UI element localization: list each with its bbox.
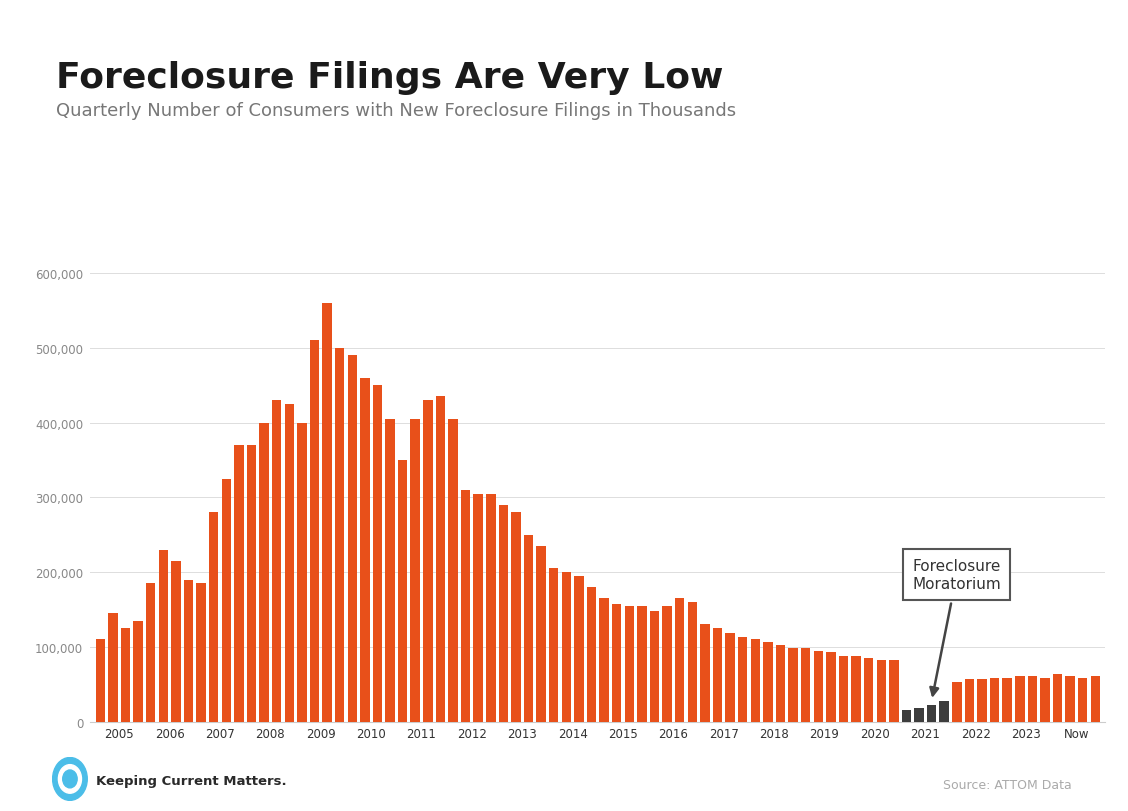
Circle shape bbox=[53, 757, 87, 800]
Bar bbox=[587, 587, 597, 722]
Bar bbox=[864, 659, 873, 722]
Bar bbox=[486, 494, 495, 722]
Bar bbox=[915, 708, 924, 722]
Bar bbox=[386, 419, 395, 722]
Bar bbox=[1040, 678, 1050, 722]
Bar bbox=[284, 405, 294, 722]
Bar bbox=[347, 356, 356, 722]
Bar bbox=[637, 606, 646, 722]
Bar bbox=[1003, 678, 1012, 722]
Bar bbox=[725, 633, 734, 722]
Bar bbox=[613, 604, 622, 722]
Bar bbox=[1091, 676, 1100, 722]
Text: Foreclosure Filings Are Very Low: Foreclosure Filings Are Very Low bbox=[56, 61, 724, 95]
Bar bbox=[990, 678, 999, 722]
Bar bbox=[184, 580, 193, 722]
Bar bbox=[952, 682, 961, 722]
Bar bbox=[235, 445, 244, 722]
Bar bbox=[764, 642, 773, 722]
Text: Keeping Current Matters.: Keeping Current Matters. bbox=[96, 774, 287, 787]
Bar bbox=[650, 611, 659, 722]
Bar bbox=[372, 386, 382, 722]
Bar bbox=[876, 660, 885, 722]
Bar bbox=[398, 461, 407, 722]
Bar bbox=[96, 640, 105, 722]
Bar bbox=[435, 397, 446, 722]
Circle shape bbox=[59, 765, 81, 793]
Bar bbox=[1028, 676, 1037, 722]
Bar bbox=[977, 680, 987, 722]
Circle shape bbox=[63, 770, 77, 788]
Bar bbox=[1052, 674, 1063, 722]
Bar bbox=[750, 640, 760, 722]
Bar bbox=[549, 569, 558, 722]
Bar bbox=[562, 573, 571, 722]
Bar bbox=[461, 491, 470, 722]
Bar bbox=[1015, 676, 1024, 722]
Bar bbox=[574, 576, 583, 722]
Bar bbox=[360, 379, 370, 722]
Bar bbox=[221, 479, 231, 722]
Bar bbox=[1078, 678, 1087, 722]
Bar bbox=[511, 513, 521, 722]
Bar bbox=[675, 599, 685, 722]
Text: Source: ATTOM Data: Source: ATTOM Data bbox=[943, 778, 1072, 791]
Bar bbox=[801, 649, 810, 722]
Bar bbox=[335, 349, 344, 722]
Bar bbox=[839, 656, 848, 722]
Bar bbox=[448, 419, 458, 722]
Bar bbox=[310, 341, 319, 722]
Bar bbox=[940, 702, 949, 722]
Bar bbox=[1066, 676, 1075, 722]
Bar bbox=[247, 445, 256, 722]
Bar bbox=[599, 599, 609, 722]
Bar bbox=[713, 629, 722, 722]
Text: Foreclosure
Moratorium: Foreclosure Moratorium bbox=[913, 559, 1002, 695]
Bar bbox=[171, 561, 180, 722]
Bar bbox=[108, 614, 117, 722]
Bar bbox=[297, 423, 307, 722]
Bar bbox=[813, 651, 823, 722]
Bar bbox=[523, 535, 534, 722]
Bar bbox=[323, 303, 332, 722]
Bar bbox=[499, 505, 508, 722]
Bar bbox=[209, 513, 219, 722]
Bar bbox=[196, 584, 205, 722]
Bar bbox=[423, 401, 432, 722]
Bar bbox=[146, 584, 156, 722]
Bar bbox=[964, 680, 975, 722]
Bar bbox=[688, 603, 697, 722]
Bar bbox=[662, 606, 672, 722]
Bar bbox=[121, 629, 130, 722]
Bar bbox=[272, 401, 281, 722]
Bar bbox=[474, 494, 483, 722]
Bar bbox=[159, 550, 168, 722]
Bar bbox=[927, 706, 936, 722]
Text: Quarterly Number of Consumers with New Foreclosure Filings in Thousands: Quarterly Number of Consumers with New F… bbox=[56, 101, 737, 119]
Bar bbox=[411, 419, 420, 722]
Bar bbox=[889, 660, 899, 722]
Bar bbox=[133, 621, 143, 722]
Bar bbox=[259, 423, 268, 722]
Bar bbox=[537, 547, 546, 722]
Bar bbox=[826, 652, 836, 722]
Bar bbox=[901, 710, 911, 722]
Bar bbox=[776, 645, 785, 722]
Bar bbox=[788, 649, 797, 722]
Bar bbox=[700, 624, 710, 722]
Bar bbox=[852, 656, 861, 722]
Bar bbox=[625, 606, 634, 722]
Bar bbox=[738, 637, 748, 722]
